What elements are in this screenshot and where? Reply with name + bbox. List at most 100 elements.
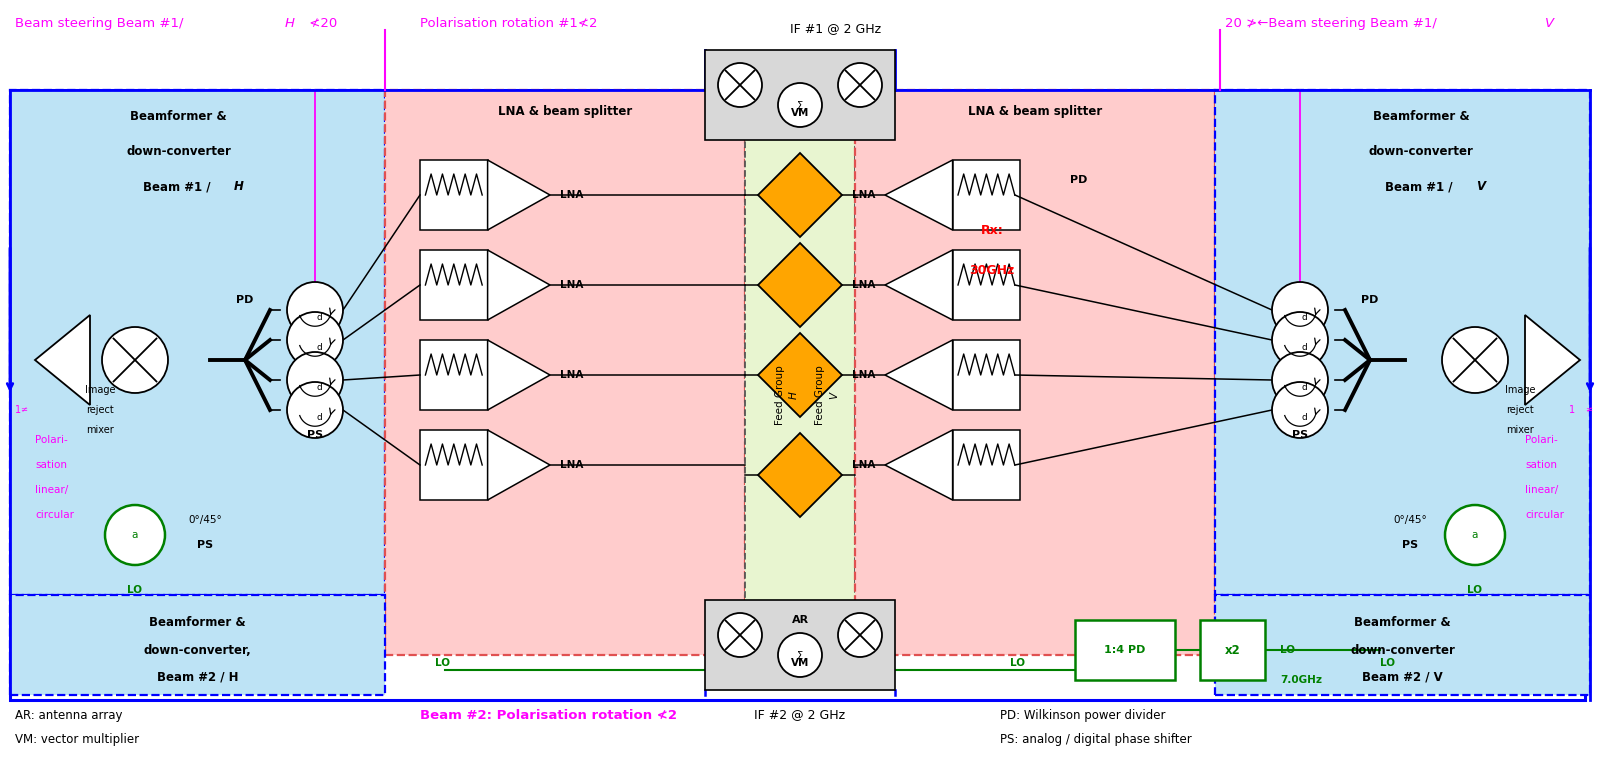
Text: PS: PS [1402, 540, 1418, 550]
Text: H: H [234, 180, 243, 193]
Text: IF #2 @ 2 GHz: IF #2 @ 2 GHz [755, 708, 845, 721]
Text: V: V [1546, 17, 1554, 30]
Bar [1200, 620, 1266, 680]
Polygon shape [35, 315, 90, 405]
Text: Beamformer &: Beamformer & [149, 617, 246, 630]
Polygon shape [758, 243, 842, 327]
Bar [706, 600, 894, 690]
Circle shape [102, 327, 168, 393]
Text: Image: Image [1504, 385, 1536, 395]
Polygon shape [488, 250, 550, 320]
Circle shape [838, 63, 882, 107]
Text: LNA & beam splitter: LNA & beam splitter [968, 105, 1102, 118]
Text: d: d [1301, 412, 1307, 422]
Text: LNA: LNA [560, 190, 584, 200]
Text: LNA: LNA [851, 460, 875, 470]
Text: down-converter,: down-converter, [144, 643, 251, 656]
Bar [10, 90, 386, 595]
Text: Polarisation rotation #1≮2: Polarisation rotation #1≮2 [419, 17, 597, 30]
Text: 1: 1 [14, 405, 21, 415]
Text: d: d [317, 343, 322, 351]
Text: linear/: linear/ [1525, 485, 1558, 495]
Text: Feed Group: Feed Group [774, 365, 786, 425]
Bar [419, 250, 488, 320]
Text: sation: sation [1525, 460, 1557, 470]
Bar [706, 50, 894, 140]
Text: 20 ≯←Beam steering Beam #1/: 20 ≯←Beam steering Beam #1/ [1226, 17, 1437, 30]
Polygon shape [488, 160, 550, 230]
Text: Image: Image [85, 385, 115, 395]
Text: VM: vector multiplier: VM: vector multiplier [14, 734, 139, 747]
Polygon shape [758, 433, 842, 517]
Bar [1075, 620, 1174, 680]
Text: down-converter: down-converter [1350, 643, 1454, 656]
Text: d: d [317, 312, 322, 321]
Text: a: a [1472, 530, 1478, 540]
Bar [952, 160, 1021, 230]
Circle shape [1442, 327, 1507, 393]
Polygon shape [885, 160, 952, 230]
Text: Beam #2: Polarisation rotation ≮2: Beam #2: Polarisation rotation ≮2 [419, 708, 677, 721]
Text: LO: LO [435, 658, 450, 668]
Text: LNA: LNA [851, 370, 875, 380]
Text: circular: circular [35, 510, 74, 520]
Circle shape [1272, 352, 1328, 408]
Text: reject: reject [86, 405, 114, 415]
Text: d: d [1301, 343, 1307, 351]
Polygon shape [885, 340, 952, 410]
Circle shape [718, 613, 762, 657]
Circle shape [1445, 505, 1506, 565]
Text: $\Sigma$: $\Sigma$ [797, 649, 803, 661]
Text: LO: LO [1467, 585, 1483, 595]
Text: LNA & beam splitter: LNA & beam splitter [498, 105, 632, 118]
Text: LO: LO [128, 585, 142, 595]
Text: LNA: LNA [560, 460, 584, 470]
Text: circular: circular [1525, 510, 1565, 520]
Polygon shape [488, 340, 550, 410]
Text: d: d [1301, 382, 1307, 392]
Text: reject: reject [1506, 405, 1534, 415]
Text: Beam #1 /: Beam #1 / [1386, 180, 1458, 193]
Circle shape [286, 282, 342, 338]
Text: ≠: ≠ [19, 405, 27, 415]
Text: Feed Group: Feed Group [814, 365, 826, 425]
Circle shape [286, 352, 342, 408]
Text: AR: AR [792, 615, 808, 625]
Bar [952, 340, 1021, 410]
Text: PD: PD [237, 295, 254, 305]
Text: Polari-: Polari- [35, 435, 67, 445]
Text: PD: Wilkinson power divider: PD: Wilkinson power divider [1000, 708, 1165, 721]
Circle shape [286, 312, 342, 368]
Circle shape [1272, 382, 1328, 438]
Text: H: H [285, 17, 294, 30]
Text: PS: analog / digital phase shifter: PS: analog / digital phase shifter [1000, 734, 1192, 747]
Text: LNA: LNA [560, 370, 584, 380]
Text: VM: VM [790, 108, 810, 118]
Circle shape [106, 505, 165, 565]
Text: LNA: LNA [851, 190, 875, 200]
Text: Beam steering Beam #1/: Beam steering Beam #1/ [14, 17, 184, 30]
Bar [419, 340, 488, 410]
Text: LO: LO [1010, 658, 1026, 668]
Text: $\Sigma$: $\Sigma$ [797, 99, 803, 111]
Text: 0°/45°: 0°/45° [1394, 515, 1427, 525]
Circle shape [778, 633, 822, 677]
Text: mixer: mixer [1506, 425, 1534, 435]
Polygon shape [758, 153, 842, 237]
Text: ≠: ≠ [1586, 405, 1592, 415]
Text: 1: 1 [1570, 405, 1574, 415]
Text: 30GHz: 30GHz [970, 263, 1014, 276]
Text: Beamformer &: Beamformer & [1354, 617, 1451, 630]
Bar [746, 135, 854, 655]
Bar [952, 430, 1021, 500]
Text: PS: PS [307, 430, 323, 440]
Bar [386, 90, 746, 655]
Polygon shape [488, 430, 550, 500]
Text: d: d [317, 412, 322, 422]
Text: Rx:: Rx: [981, 223, 1003, 236]
Bar [419, 160, 488, 230]
Text: PS: PS [197, 540, 213, 550]
Text: LNA: LNA [560, 280, 584, 290]
Circle shape [1272, 312, 1328, 368]
Text: linear/: linear/ [35, 485, 69, 495]
